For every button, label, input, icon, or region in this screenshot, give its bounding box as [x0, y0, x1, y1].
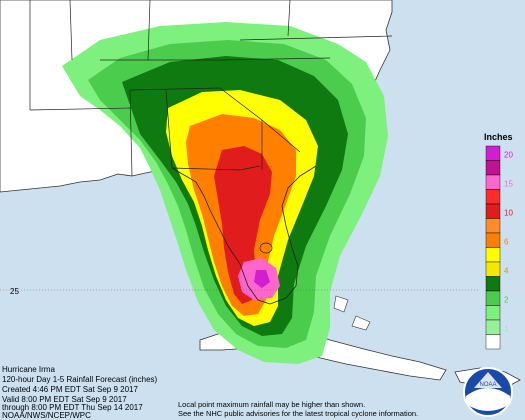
legend-swatch: [485, 276, 501, 292]
legend-label: 10: [504, 209, 513, 218]
rain-zone-20in: [254, 270, 270, 288]
latitude-label: 25: [10, 287, 19, 296]
legend-swatch: [485, 203, 501, 219]
legend-swatch: [485, 189, 501, 205]
through-text: through 8:00 PM EDT Thu Sep 14 2017: [2, 403, 143, 412]
legend-swatch: [485, 160, 501, 176]
info-block: Hurricane Irma 120-hour Day 1-5 Rainfall…: [2, 365, 418, 420]
note-nhc: See the NHC public advisories for the la…: [178, 409, 418, 418]
note-local-max: Local point maximum rainfall may be high…: [178, 400, 365, 409]
legend-swatch: [485, 305, 501, 321]
legend-swatch: [485, 334, 501, 350]
legend-swatch: [485, 145, 501, 161]
legend-swatch: [485, 232, 501, 248]
forecast-text: 120-hour Day 1-5 Rainfall Forecast (inch…: [2, 375, 158, 384]
legend-swatch: [485, 290, 501, 306]
valid-text: Valid 8:00 PM EDT Sat Sep 9 2017: [2, 395, 127, 404]
florida-coast: [171, 165, 317, 305]
legend-label: 15: [504, 180, 513, 189]
legend-swatch: [485, 174, 501, 190]
legend-swatch: [485, 218, 501, 234]
legend-label: 2: [504, 296, 509, 305]
legend-label: 4: [504, 267, 509, 276]
agency-text: NOAA/NWS/NCEP/WPC: [2, 411, 91, 420]
legend-swatch: [485, 261, 501, 277]
title-text: Hurricane Irma: [2, 365, 55, 374]
legend-swatch: [485, 247, 501, 263]
legend-label: 6: [504, 238, 509, 247]
legend-label: 1: [504, 325, 509, 334]
created-text: Created 4:46 PM EDT Sat Sep 9 2017: [2, 385, 138, 394]
noaa-logo-text: NOAA: [479, 382, 496, 388]
legend-label: 20: [504, 151, 513, 160]
rain-zone-10in: [214, 146, 272, 304]
lake-okeechobee: [259, 242, 273, 254]
state-borders: [29, 0, 393, 177]
legend-title: Inches: [484, 132, 513, 142]
noaa-logo: NOAA: [463, 367, 513, 417]
legend: Inches 20 15 10 6 4 2 1: [480, 130, 525, 360]
legend-swatch: [485, 319, 501, 335]
